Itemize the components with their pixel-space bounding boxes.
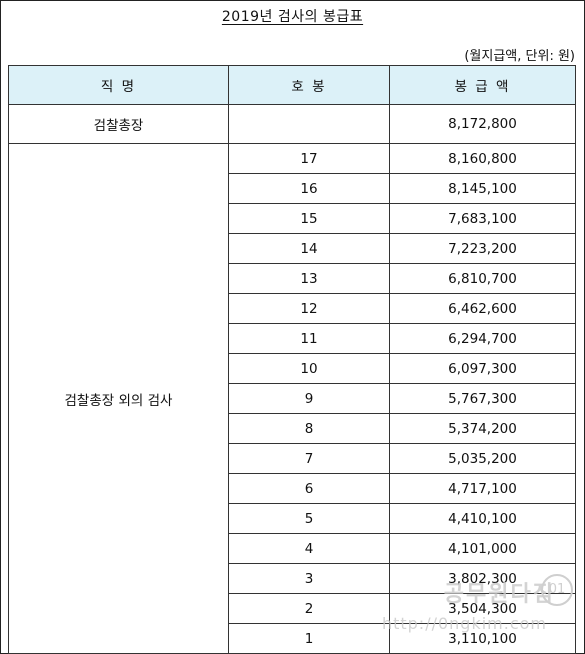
table-row: 10 6,097,300 — [9, 353, 576, 384]
salary-table: 직 명 호 봉 봉 급 액 검찰총장 8,172,800 검찰총장 외의 검사 1… — [8, 65, 576, 654]
step-cell: 9 — [228, 383, 390, 414]
salary-cell: 5,035,200 — [389, 443, 576, 474]
salary-cell: 7,223,200 — [389, 233, 576, 264]
group-position-cell: 검찰총장 외의 검사 — [8, 143, 229, 654]
step-cell: 1 — [228, 623, 390, 654]
salary-cell: 7,683,100 — [389, 203, 576, 234]
table-row: 검찰총장 외의 검사 17 8,160,800 — [8, 143, 576, 654]
table-row: 16 8,145,100 — [9, 173, 576, 204]
step-cell: 3 — [228, 563, 390, 594]
step-cell: 12 — [228, 293, 390, 324]
table-row: 15 7,683,100 — [9, 203, 576, 234]
step-cell: 2 — [228, 593, 390, 624]
salary-cell: 5,374,200 — [389, 413, 576, 444]
table-row: 8 5,374,200 — [9, 413, 576, 444]
step-cell: 13 — [228, 263, 390, 294]
title-text: 2019년 검사의 봉급표 — [221, 9, 364, 25]
step-cell: 7 — [228, 443, 390, 474]
salary-cell: 6,097,300 — [389, 353, 576, 384]
salary-cell: 5,767,300 — [389, 383, 576, 414]
step-cell — [228, 104, 390, 144]
header-row: 직 명 호 봉 봉 급 액 — [8, 65, 576, 105]
step-cell: 11 — [228, 323, 390, 354]
table-row: 검찰총장 8,172,800 — [8, 104, 576, 144]
salary-cell: 4,101,000 — [389, 533, 576, 564]
step-cell: 16 — [228, 173, 390, 204]
step-cell: 14 — [228, 233, 390, 264]
step-cell: 10 — [228, 353, 390, 384]
step-cell: 6 — [228, 473, 390, 504]
salary-cell: 8,145,100 — [389, 173, 576, 204]
step-cell: 15 — [228, 203, 390, 234]
unit-note: (월지급액, 단위: 원) — [464, 49, 575, 64]
header-position: 직 명 — [8, 65, 229, 105]
table-row: 6 4,717,100 — [9, 473, 576, 504]
watermark-text: 공무원다짐 — [443, 582, 555, 607]
step-cell: 8 — [228, 413, 390, 444]
salary-cell: 6,294,700 — [389, 323, 576, 354]
salary-cell: 4,410,100 — [389, 503, 576, 534]
table-row: 5 4,410,100 — [9, 503, 576, 534]
step-cell: 5 — [228, 503, 390, 534]
salary-cell: 4,717,100 — [389, 473, 576, 504]
header-salary: 봉 급 액 — [389, 65, 576, 105]
table-row: 13 6,810,700 — [9, 263, 576, 294]
header-step: 호 봉 — [228, 65, 390, 105]
position-cell: 검찰총장 — [8, 104, 229, 144]
table-row: 12 6,462,600 — [9, 293, 576, 324]
step-cell: 4 — [228, 533, 390, 564]
watermark-url: http://0ngkim.com — [381, 614, 547, 633]
salary-cell: 3,110,100 — [389, 623, 576, 654]
table-row: 9 5,767,300 — [9, 383, 576, 414]
watermark-badge: 01 — [541, 574, 573, 606]
table-row: 7 5,035,200 — [9, 443, 576, 474]
salary-cell: 6,810,700 — [389, 263, 576, 294]
table-row: 4 4,101,000 — [9, 533, 576, 564]
page-title: 2019년 검사의 봉급표 — [0, 6, 585, 26]
salary-cell: 8,160,800 — [389, 143, 576, 174]
step-cell: 17 — [228, 143, 390, 174]
salary-cell: 8,172,800 — [389, 104, 576, 144]
table-row: 1 3,110,100 — [9, 623, 576, 654]
salary-cell: 6,462,600 — [389, 293, 576, 324]
